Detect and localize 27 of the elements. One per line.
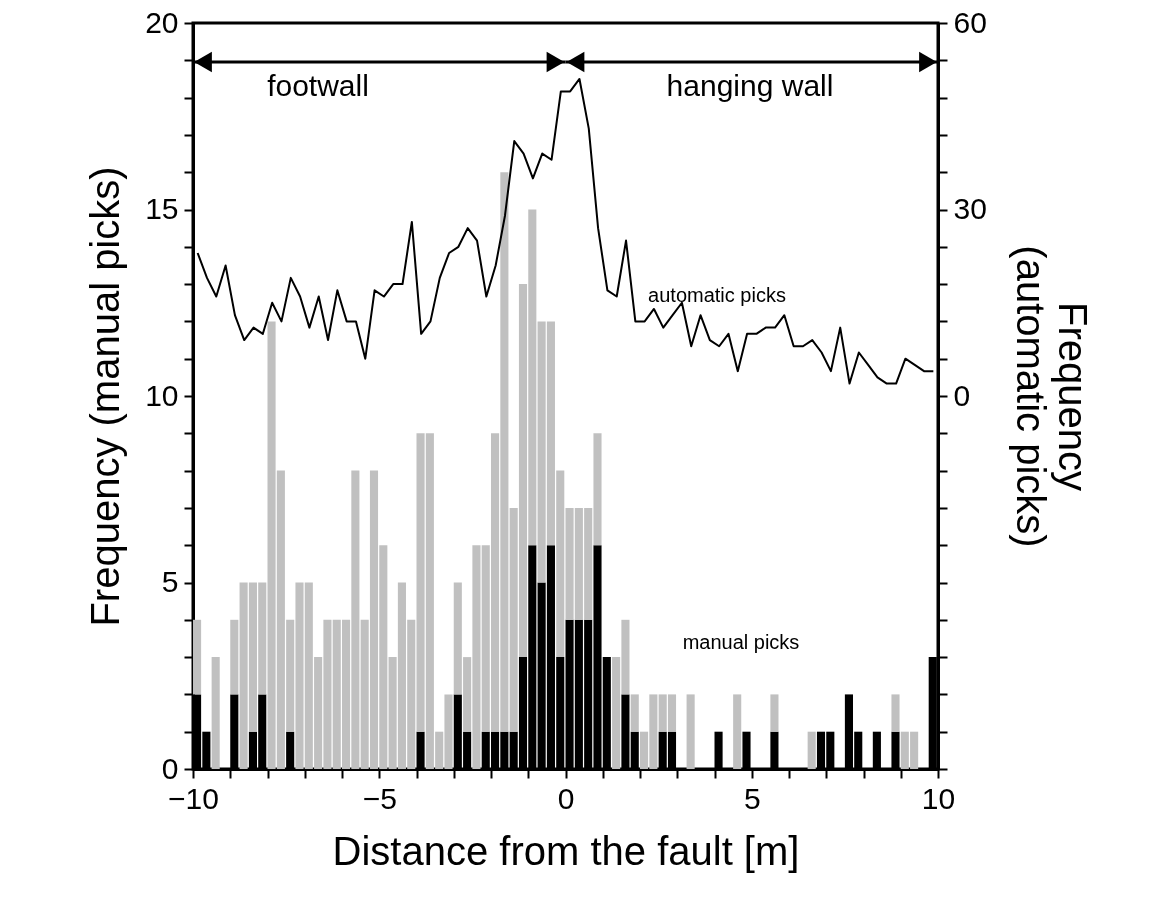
y-axis-title: Frequency (manual picks) [83,166,128,627]
bar [193,619,202,695]
bar [733,694,742,769]
y-tick-label: 10 [145,378,179,412]
y-tick-label: 20 [145,5,179,39]
bar [770,694,779,732]
annotation: footwall [267,69,369,102]
x-axis-title: Distance from the fault [m] [332,828,800,873]
x-tick-label: 10 [921,781,956,815]
y-tick-label: 5 [161,565,179,598]
y2-tick-label: 60 [953,5,987,39]
x-tick-label: 5 [743,781,761,815]
bar [230,619,239,695]
y-tick-label: 15 [145,192,179,225]
annotation: hanging wall [666,69,834,102]
bar [686,694,695,769]
bar [630,694,639,732]
bar [211,657,220,769]
y2-axis-title: Frequency (automatic picks) [1008,245,1095,548]
y2-tick-label: 0 [953,378,971,412]
bar [807,731,816,769]
y2-tick-label: 30 [953,192,987,225]
annotation: manual picks [682,631,800,653]
x-tick-label: 0 [557,781,575,815]
bar [891,694,900,732]
x-tick-label: −5 [362,781,397,815]
annotation: automatic picks [648,284,786,306]
